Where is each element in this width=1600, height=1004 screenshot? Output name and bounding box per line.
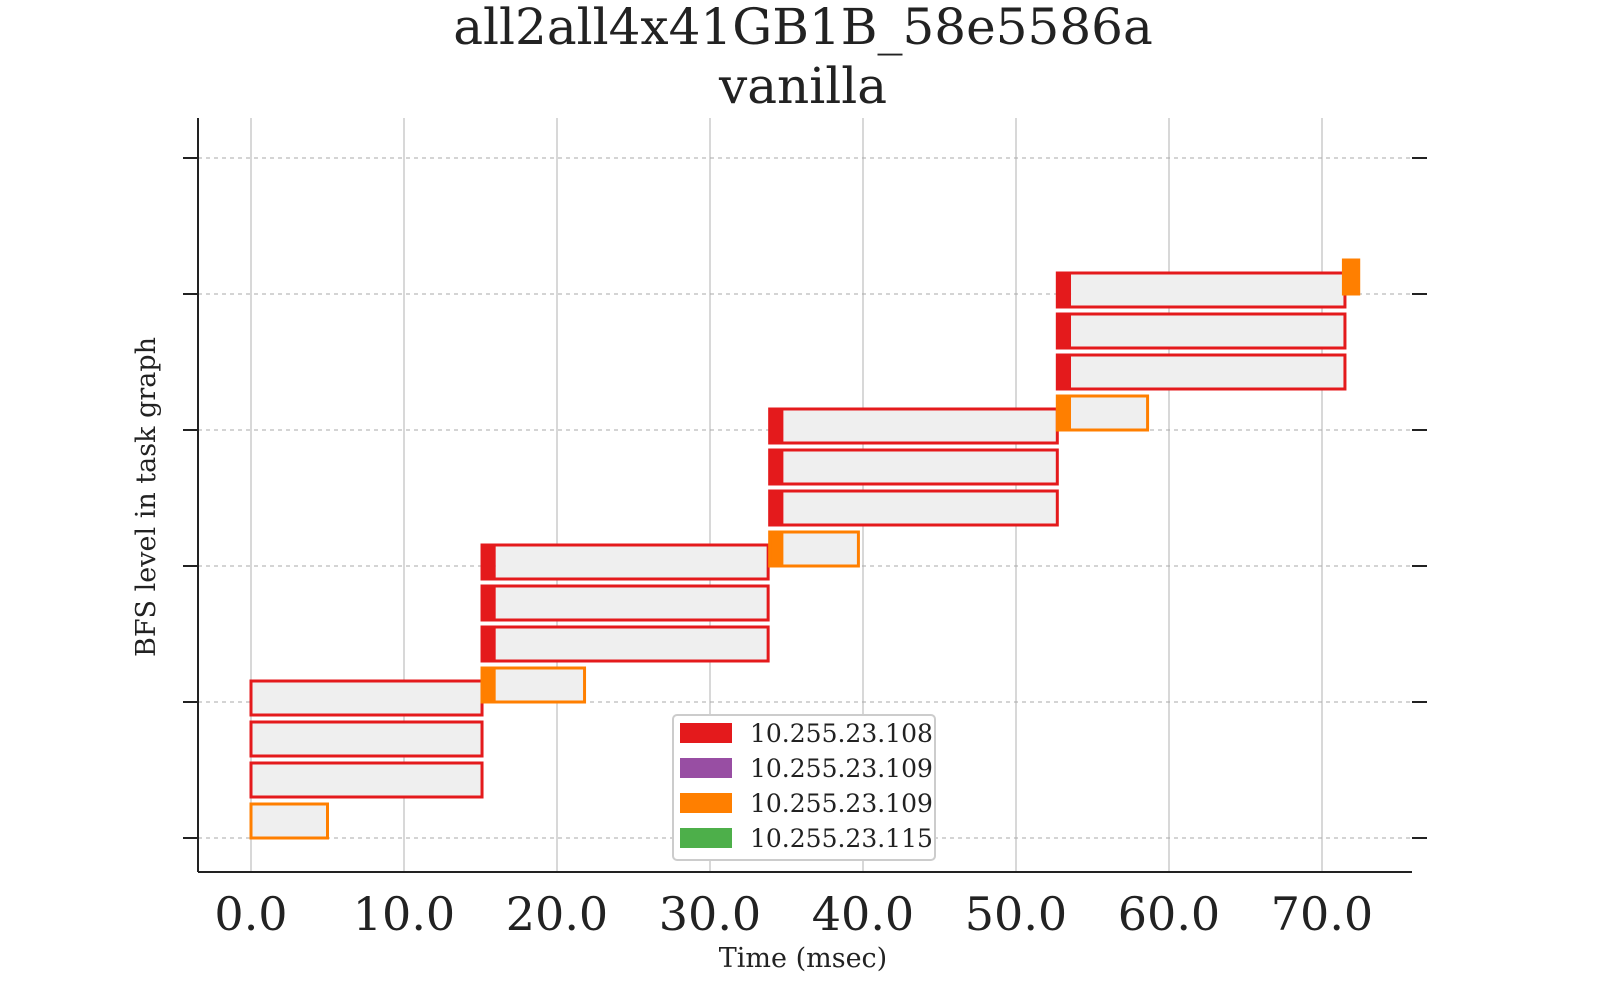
y-axis-title: BFS level in task graph xyxy=(131,337,162,657)
task-startup-segment xyxy=(482,545,496,579)
x-tick-label: 10.0 xyxy=(353,887,455,941)
legend-swatch xyxy=(680,758,732,778)
x-tick-label: 40.0 xyxy=(812,887,914,941)
x-tick-label: 60.0 xyxy=(1118,887,1220,941)
x-tick-label: 50.0 xyxy=(965,887,1067,941)
task-bar xyxy=(1055,271,1347,309)
task-body xyxy=(1071,396,1148,430)
legend-frame xyxy=(672,714,936,861)
task-bar xyxy=(249,720,484,758)
task-bar xyxy=(1055,353,1347,391)
legend: 10.255.23.108 10.255.23.109 10.255.23.109 1… xyxy=(672,714,936,861)
task-body xyxy=(783,532,859,566)
task-outline xyxy=(480,543,770,581)
task-startup-segment xyxy=(482,668,496,702)
task-outline xyxy=(768,448,1059,486)
legend-label: 10.255.23.109 xyxy=(750,789,933,818)
tick-layer: 0.0 10.0 20.0 30.0 40.0 50.0 60.0 70.0 xyxy=(183,157,1427,941)
x-tick-label: 20.0 xyxy=(506,887,608,941)
task-body xyxy=(1071,355,1345,389)
task-body xyxy=(495,586,769,620)
task-outline xyxy=(1055,394,1150,432)
chart-title: all2all4x41GB1B_58e5586a xyxy=(453,0,1153,56)
task-bar xyxy=(1055,394,1150,432)
legend-label: 10.255.23.115 xyxy=(750,824,933,853)
x-tick-label: 0.0 xyxy=(214,887,287,941)
task-startup-segment xyxy=(1343,260,1359,294)
task-bar xyxy=(1341,258,1361,296)
task-bar xyxy=(249,802,329,840)
task-bar xyxy=(249,761,484,799)
task-body xyxy=(495,627,769,661)
task-outline xyxy=(1055,353,1347,391)
task-body xyxy=(251,804,328,838)
task-startup-segment xyxy=(769,491,784,525)
legend-swatch xyxy=(680,793,732,813)
legend-swatch xyxy=(680,723,732,743)
task-outline xyxy=(1341,258,1361,296)
task-bar xyxy=(768,407,1059,445)
task-body xyxy=(251,722,483,756)
task-body xyxy=(251,681,483,715)
legend-label: 10.255.23.108 xyxy=(750,719,933,748)
task-outline xyxy=(768,530,860,568)
task-startup-segment xyxy=(1057,314,1072,348)
task-startup-segment xyxy=(769,532,784,566)
task-outline xyxy=(249,720,484,758)
task-bar xyxy=(768,489,1059,527)
x-tick-label: 30.0 xyxy=(659,887,761,941)
task-startup-segment xyxy=(1057,396,1072,430)
task-body xyxy=(251,763,483,797)
task-outline xyxy=(1055,312,1347,350)
task-bar xyxy=(249,679,484,717)
bar-layer xyxy=(249,258,1361,840)
axis-layer xyxy=(197,118,1412,873)
task-outline xyxy=(480,625,770,663)
task-body xyxy=(495,545,769,579)
task-outline xyxy=(249,802,329,840)
x-axis-title: Time (msec) xyxy=(719,943,887,974)
task-bar xyxy=(480,625,770,663)
task-startup-segment xyxy=(1057,273,1072,307)
task-startup-segment xyxy=(482,586,496,620)
task-bar xyxy=(1055,312,1347,350)
task-outline xyxy=(768,489,1059,527)
legend-swatch xyxy=(680,828,732,848)
task-body xyxy=(783,450,1058,484)
task-outline xyxy=(480,666,587,704)
task-body xyxy=(783,491,1058,525)
task-bar xyxy=(480,666,587,704)
task-startup-segment xyxy=(769,450,784,484)
task-bar xyxy=(480,543,770,581)
task-body xyxy=(495,668,585,702)
task-bar xyxy=(768,530,860,568)
task-startup-segment xyxy=(482,627,496,661)
task-body xyxy=(783,409,1058,443)
chart-subtitle: vanilla xyxy=(718,57,887,115)
task-startup-segment xyxy=(1057,355,1072,389)
task-startup-segment xyxy=(769,409,784,443)
task-outline xyxy=(249,761,484,799)
task-bar xyxy=(768,448,1059,486)
task-body xyxy=(1071,314,1345,348)
task-body xyxy=(1071,273,1345,307)
task-bar xyxy=(480,584,770,622)
x-tick-label: 70.0 xyxy=(1271,887,1373,941)
legend-items: 10.255.23.108 10.255.23.109 10.255.23.109 1… xyxy=(680,719,933,853)
task-outline xyxy=(480,584,770,622)
legend-label: 10.255.23.109 xyxy=(750,754,933,783)
